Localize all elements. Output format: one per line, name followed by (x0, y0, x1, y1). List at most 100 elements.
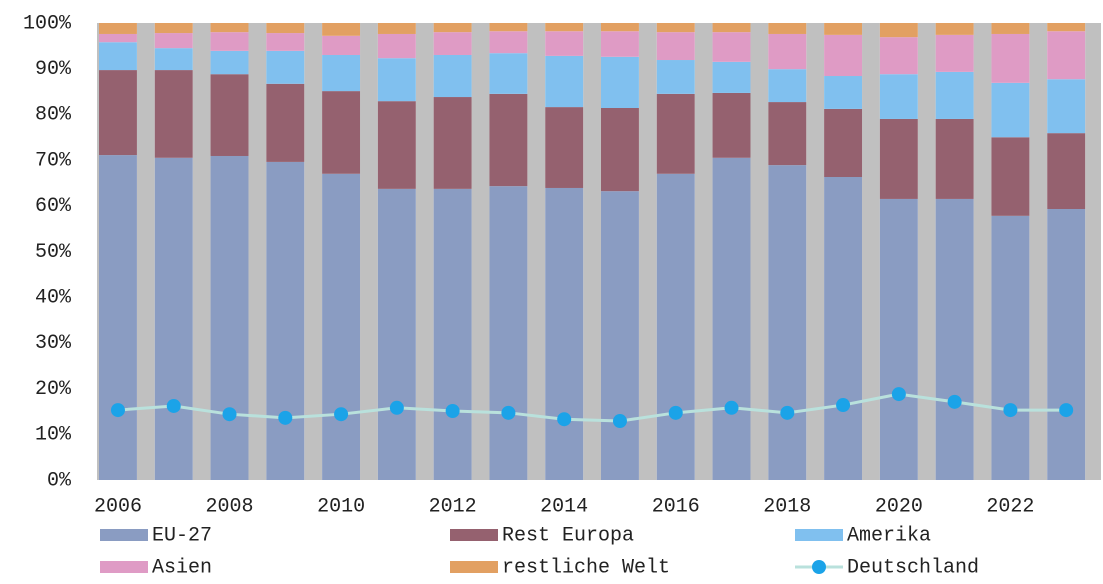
bar-segment (991, 23, 1030, 34)
bar-segment (935, 23, 974, 35)
bar-segment (433, 54, 472, 98)
bar-segment (99, 70, 137, 156)
bar-segment (824, 34, 863, 77)
x-tick-label: 2018 (763, 495, 811, 518)
bar-segment (601, 56, 639, 109)
bar-segment (601, 31, 639, 57)
bar-segment (768, 69, 807, 103)
bar-segment (768, 165, 807, 480)
legend-label: Deutschland (847, 556, 979, 579)
bar-segment (991, 215, 1030, 480)
bar-segment (545, 55, 584, 108)
y-tick-label: 70% (35, 149, 72, 172)
bar-segment (545, 31, 584, 56)
legend-swatch (100, 529, 148, 541)
x-tick-label: 2006 (94, 495, 142, 518)
bar-segment (879, 74, 918, 119)
bar-segment (768, 102, 807, 166)
bar-segment (879, 198, 918, 480)
line-marker (1003, 403, 1018, 418)
bar-segment (712, 92, 751, 158)
y-tick-label: 40% (35, 286, 72, 309)
bar-segment (489, 53, 528, 94)
bar-segment (601, 23, 639, 32)
bar-segment (712, 157, 751, 480)
legend-label: Rest Europa (502, 524, 634, 547)
bar-segment (712, 23, 751, 33)
legend-swatch (795, 529, 843, 541)
bar-segment (712, 61, 751, 93)
bar-segment (210, 155, 249, 480)
bar-segment (1047, 31, 1086, 80)
bar-segment (99, 155, 137, 480)
bar-segment (154, 157, 193, 480)
legend-marker (812, 560, 826, 574)
legend-swatch (450, 561, 498, 573)
y-tick-label: 60% (35, 195, 72, 218)
bar-segment (322, 23, 361, 36)
legend-label: EU-27 (152, 524, 212, 547)
bar-segment (210, 50, 249, 75)
legend-label: restliche Welt (502, 556, 670, 579)
bar-segment (210, 74, 249, 156)
bar-segment (266, 50, 305, 84)
bar-segment (210, 32, 249, 51)
bar-segment (601, 108, 639, 192)
line-marker (445, 403, 460, 418)
line-marker (334, 407, 349, 422)
bar-segment (824, 177, 863, 480)
y-tick-label: 20% (35, 378, 72, 401)
bar-segment (489, 186, 528, 481)
x-tick-label: 2014 (540, 495, 588, 518)
bar-segment (322, 91, 361, 174)
bar-segment (656, 173, 695, 480)
y-tick-label: 10% (35, 424, 72, 447)
line (117, 392, 1067, 423)
bar-segment (991, 82, 1030, 138)
y-tick-label: 80% (35, 104, 72, 127)
bar-segment (377, 23, 416, 34)
bar-segment (99, 42, 137, 71)
bar-segment (991, 33, 1030, 83)
bar-segment (656, 32, 695, 61)
y-tick-label: 50% (35, 241, 72, 264)
bar-segment (545, 23, 584, 32)
line-marker (891, 387, 906, 402)
bar-segment (266, 161, 305, 481)
line-marker (836, 398, 851, 413)
bar-segment (1047, 79, 1086, 134)
legend-label: Asien (152, 556, 212, 579)
bar-segment (322, 173, 361, 480)
line-marker (166, 398, 181, 413)
bar-segment (768, 33, 807, 70)
bar-segment (210, 23, 249, 33)
line-marker (780, 405, 795, 420)
bar-segment (656, 23, 695, 33)
bar-segment (879, 118, 918, 199)
legend-label: Amerika (847, 524, 931, 547)
bar-segment (712, 32, 751, 62)
bar-segment (824, 108, 863, 178)
y-tick-label: 0% (47, 469, 72, 492)
line-marker (557, 412, 572, 427)
line-marker (1059, 403, 1074, 418)
bar-segment (935, 34, 974, 72)
line-marker (724, 400, 739, 415)
bar-segment (266, 33, 305, 51)
bar-segment (1047, 133, 1086, 209)
bar-segment (433, 32, 472, 55)
bar-segment (433, 97, 472, 189)
y-tick-label: 90% (35, 58, 72, 81)
bar-segment (154, 48, 193, 71)
line-marker (501, 405, 516, 420)
y-tick-label: 30% (35, 332, 72, 355)
plot-background (97, 23, 1101, 480)
bar-segment (322, 35, 361, 55)
line-marker (278, 410, 293, 425)
bar-segment (656, 60, 695, 94)
bar-segment (1047, 208, 1086, 480)
x-tick-label: 2020 (875, 495, 923, 518)
bar-segment (266, 83, 305, 162)
bar-segment (879, 23, 918, 38)
bar-segment (99, 23, 137, 34)
